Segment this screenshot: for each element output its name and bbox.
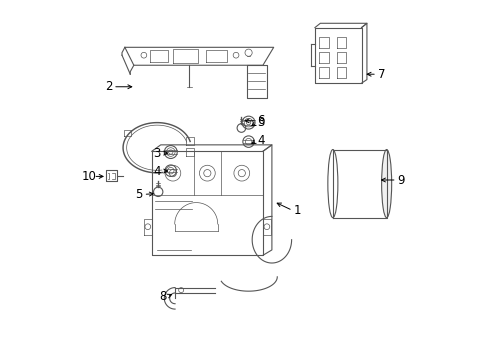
Text: 5: 5 — [136, 188, 143, 201]
Text: 10: 10 — [81, 170, 97, 183]
Ellipse shape — [382, 149, 392, 218]
Text: 8: 8 — [159, 290, 166, 303]
Text: 4: 4 — [257, 134, 265, 147]
Text: 3: 3 — [153, 147, 161, 159]
Text: 6: 6 — [257, 114, 265, 127]
Text: 2: 2 — [105, 80, 113, 93]
Text: 1: 1 — [293, 204, 301, 217]
Text: 7: 7 — [377, 68, 385, 81]
Text: 9: 9 — [397, 174, 405, 186]
Text: 4: 4 — [153, 165, 161, 177]
Text: 3: 3 — [257, 116, 265, 129]
